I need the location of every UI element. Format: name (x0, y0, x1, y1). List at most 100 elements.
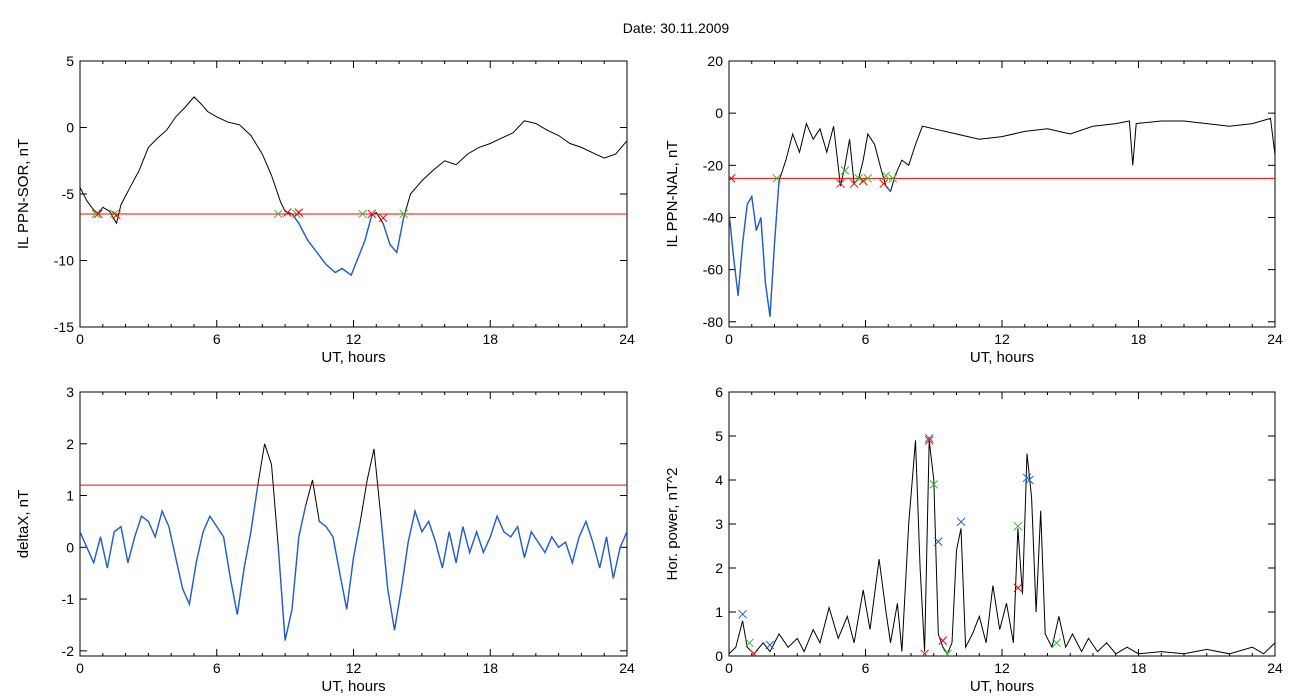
x-tick-label: 24 (619, 331, 635, 347)
start-marker (840, 166, 850, 175)
marker-stroke (91, 209, 101, 219)
end-marker (836, 179, 845, 188)
x-tick-label: 6 (213, 331, 221, 347)
end-marker (924, 436, 934, 445)
marker-stroke (738, 609, 748, 619)
marker-stroke (1024, 475, 1034, 485)
start-marker (929, 480, 939, 489)
marker-stroke (729, 173, 736, 182)
marker-stroke (881, 171, 891, 181)
marker-stroke (358, 209, 367, 219)
y-tick-label: 0 (715, 648, 723, 664)
x-axis-label: UT, hours (321, 678, 385, 695)
y-tick-label: -40 (703, 209, 723, 225)
end-marker (112, 210, 121, 220)
below-threshold-segment (380, 508, 627, 631)
marker-stroke (294, 208, 304, 217)
marker-stroke (292, 209, 301, 219)
y-tick-label: 3 (66, 384, 74, 400)
figure-title: Date: 30.11.2009 (623, 20, 730, 36)
y-tick-label: 2 (66, 436, 74, 452)
x-tick-label: 24 (619, 660, 635, 676)
marker-stroke (93, 209, 103, 219)
y-tick-label: -5 (62, 186, 75, 202)
y-tick-label: 2 (715, 560, 723, 576)
x-tick-label: 18 (1131, 660, 1147, 676)
x-tick-label: 6 (213, 660, 221, 676)
marker-stroke (929, 480, 939, 489)
y-tick-label: -1 (62, 591, 75, 607)
y-tick-label: 1 (66, 488, 74, 504)
end-marker (1013, 583, 1023, 593)
below-threshold-segment (80, 485, 259, 615)
panel-p1: 0 6 12 18 24 -15 -10 -5 0 5 UT, hours IL PPN-SOR, n… (15, 53, 635, 366)
y-tick-label: -10 (54, 253, 74, 269)
y-tick-label: 0 (715, 105, 723, 121)
below-threshold-segment (318, 520, 361, 610)
x-tick-label: 18 (482, 660, 498, 676)
x-tick-label: 18 (482, 331, 498, 347)
y-tick-label: 5 (715, 428, 723, 444)
x-tick-label: 0 (725, 331, 733, 347)
x-tick-label: 24 (1267, 660, 1283, 676)
series-line (729, 117, 1275, 317)
marker-stroke (944, 649, 952, 656)
y-tick-label: 0 (66, 539, 74, 555)
marker-stroke (863, 173, 873, 183)
x-axis-label: UT, hours (970, 349, 1034, 366)
peak-marker (738, 609, 748, 619)
end-marker (729, 173, 736, 183)
start-marker (745, 638, 754, 648)
y-axis-label: Hor. power, nT^2 (664, 468, 681, 581)
end-marker (294, 208, 304, 217)
start-marker (943, 649, 952, 656)
plot-frame (79, 391, 628, 657)
y-axis-label: IL PPN-SOR, nT (15, 139, 32, 249)
peak-marker (924, 433, 934, 443)
marker-stroke (378, 213, 388, 223)
start-marker (358, 209, 367, 219)
x-tick-label: 0 (76, 660, 84, 676)
marker-stroke (112, 210, 121, 220)
marker-stroke (933, 537, 943, 546)
marker-stroke (283, 208, 292, 217)
marker-stroke (938, 636, 948, 645)
x-tick-label: 12 (994, 331, 1010, 347)
marker-stroke (1013, 583, 1023, 593)
series-line (80, 443, 627, 641)
x-axis-label: UT, hours (970, 678, 1034, 695)
start-marker (881, 171, 891, 181)
peak-marker (1024, 475, 1034, 485)
plot-frame (728, 60, 1276, 328)
start-marker (772, 173, 782, 183)
marker-stroke (854, 173, 864, 183)
y-axis-label: deltaX, nT (15, 490, 32, 558)
marker-stroke (399, 209, 408, 219)
end-marker (367, 209, 377, 219)
end-marker (920, 649, 930, 656)
marker-stroke (772, 173, 782, 183)
marker-stroke (836, 179, 845, 188)
marker-stroke (1052, 638, 1061, 648)
x-tick-label: 6 (862, 660, 870, 676)
y-tick-label: -15 (54, 319, 74, 335)
y-tick-label: 5 (66, 53, 74, 69)
start-marker (273, 209, 283, 219)
marker-stroke (858, 176, 868, 186)
series-line (80, 96, 627, 276)
peak-marker (956, 517, 966, 527)
x-tick-label: 0 (725, 660, 733, 676)
below-threshold-segment (291, 213, 373, 277)
y-tick-label: -2 (62, 643, 75, 659)
y-axis-label: IL PPN-NAL, nT (664, 141, 681, 248)
x-tick-label: 12 (346, 331, 362, 347)
start-marker (91, 209, 101, 219)
y-tick-label: -60 (703, 262, 723, 278)
marker-stroke (109, 209, 119, 219)
marker-stroke (273, 209, 283, 219)
y-tick-label: 1 (715, 604, 723, 620)
panel-p2: 0 6 12 18 24 -80 -60 -40 -20 0 20 UT, hours IL PPN-N… (664, 53, 1283, 366)
start-marker (863, 173, 873, 183)
